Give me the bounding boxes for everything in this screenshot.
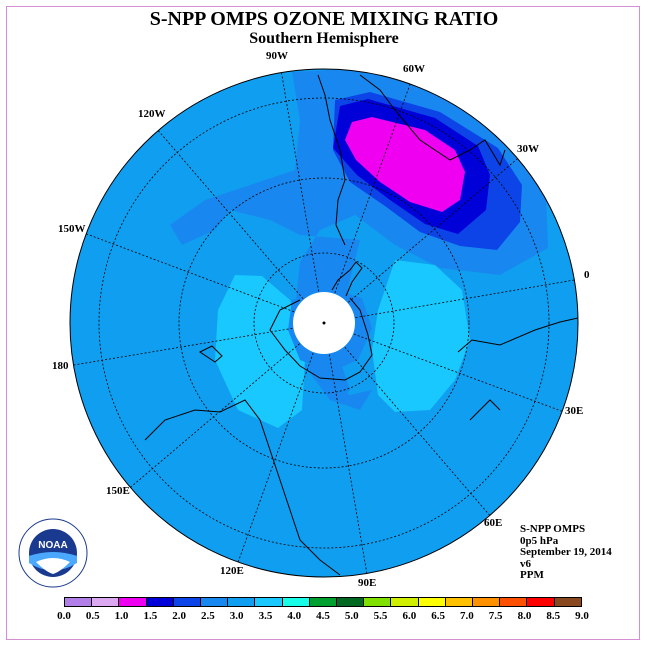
colorbar-segment <box>200 598 228 606</box>
australia-coast <box>144 399 341 576</box>
map-subtitle: Southern Hemisphere <box>249 30 399 47</box>
antarctic-peninsula-coast <box>331 261 363 297</box>
info-date: September 19, 2014 <box>520 546 612 558</box>
colorbar-segment <box>390 598 418 606</box>
colorbar-tick-label: 4.0 <box>287 610 302 622</box>
coastlines <box>144 74 578 576</box>
lon-label-180: 180 <box>52 360 69 372</box>
info-level: 0p5 hPa <box>520 534 559 547</box>
lon-label-90w: 90W <box>266 50 288 62</box>
product-info: S-NPP OMPS 0p5 hPa September 19, 2014 v6… <box>520 523 612 582</box>
colorbar-segment <box>254 598 282 606</box>
map-title: S-NPP OMPS OZONE MIXING RATIO <box>149 8 499 30</box>
colorbar-tick-label: 4.5 <box>316 610 330 622</box>
colorbar-tick-label: 2.0 <box>172 610 186 622</box>
lon-label-60e: 60E <box>484 517 503 529</box>
info-version: v6 <box>520 557 531 570</box>
colorbar-tick-label: 7.5 <box>488 610 503 622</box>
colorbar-segment <box>65 598 92 606</box>
colorbar-tick-label: 3.5 <box>258 610 273 622</box>
colorbar-tick-label: 2.5 <box>201 610 215 622</box>
colorbar-tick-label: 3.0 <box>229 610 244 622</box>
colorbar-segment <box>526 598 554 606</box>
light-ozone-region-west <box>215 275 305 428</box>
noaa-logo-text: NOAA <box>38 540 67 551</box>
colorbar-segment <box>472 598 500 606</box>
africa-coast <box>457 317 578 421</box>
lon-label-90e: 90E <box>358 577 377 589</box>
lon-label-30w: 30W <box>517 143 539 155</box>
south-america-coast <box>317 74 506 246</box>
colorbar-segment <box>308 598 337 606</box>
colorbar-tick-label: 8.0 <box>517 610 532 622</box>
colorbar-segment <box>91 598 119 606</box>
lon-label-150e: 150E <box>106 485 130 497</box>
lon-label-120e: 120E <box>220 565 244 577</box>
figure-frame <box>6 6 640 640</box>
lon-label-150w: 150W <box>58 223 86 235</box>
colorbar-tick-label: 6.0 <box>402 610 417 622</box>
graticule <box>70 69 578 577</box>
colorbar-ticks: 0.0 0.5 1.0 1.5 2.0 2.5 3.0 3.5 4.0 4.5 5.0 5.5 6.0 6… <box>57 610 589 624</box>
colorbar-segment <box>145 598 173 606</box>
lon-label-120w: 120W <box>138 108 166 120</box>
colorbar <box>64 597 582 607</box>
colorbar-tick-label: 1.5 <box>143 610 158 622</box>
colorbar-tick-label: 1.0 <box>114 610 129 622</box>
new-zealand-coast <box>199 345 223 363</box>
colorbar-segment <box>118 598 146 606</box>
low-ozone-region-south <box>300 360 372 410</box>
colorbar-segment <box>336 598 364 606</box>
colorbar-tick-label: 5.5 <box>373 610 388 622</box>
lon-label-0: 0 <box>584 269 590 281</box>
light-ozone-region-east <box>372 260 470 412</box>
colorbar-segment <box>172 598 201 606</box>
colorbar-segment <box>281 598 309 606</box>
colorbar-segment <box>363 598 391 606</box>
noaa-logo: NOAA <box>18 518 88 588</box>
colorbar-segment <box>553 598 581 606</box>
polar-hole <box>293 292 355 354</box>
colorbar-tick-label: 9.0 <box>575 610 589 622</box>
colorbar-tick-label: 0.0 <box>57 610 71 622</box>
colorbar-tick-label: 7.0 <box>460 610 474 622</box>
antarctica-coast <box>269 297 373 381</box>
info-units: PPM <box>520 569 544 581</box>
colorbar-tick-label: 0.5 <box>85 610 100 622</box>
info-instrument: S-NPP OMPS <box>520 523 586 535</box>
colorbar-segment <box>227 598 255 606</box>
lon-label-60w: 60W <box>403 63 425 75</box>
colorbar-tick-label: 5.0 <box>344 610 359 622</box>
map-boundary <box>69 68 579 578</box>
lon-label-30e: 30E <box>565 405 584 417</box>
colorbar-segment <box>499 598 527 606</box>
colorbar-tick-label: 6.5 <box>431 610 445 622</box>
colorbar-segment <box>444 598 473 606</box>
peak-ozone-region <box>345 117 465 212</box>
colorbar-tick-label: 8.5 <box>546 610 561 622</box>
colorbar-segment <box>417 598 445 606</box>
